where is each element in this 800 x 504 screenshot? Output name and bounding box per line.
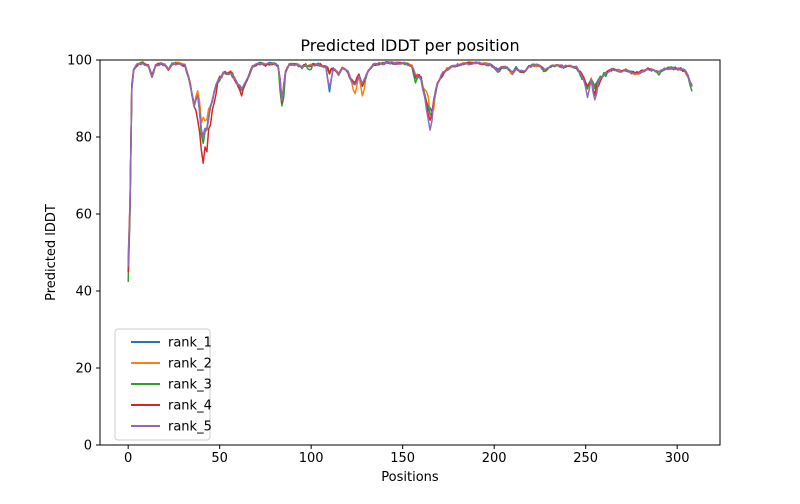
plot-lines [127, 60, 693, 283]
legend: rank_1 rank_2 rank_3 rank_4 rank_5 [114, 328, 212, 441]
legend-label: rank_1 [168, 336, 212, 351]
y-tick-label: 0 [84, 439, 92, 454]
legend-label: rank_2 [168, 357, 212, 372]
y-tick-label: 60 [75, 208, 92, 223]
x-tick-label: 300 [665, 451, 690, 466]
x-tick-label: 150 [390, 451, 415, 466]
x-tick-label: 250 [573, 451, 598, 466]
x-tick-label: 100 [299, 451, 324, 466]
axes-spines [99, 59, 721, 446]
legend-item-rank_4: rank_4 [131, 399, 212, 414]
chart-title: Predicted lDDT per position [300, 36, 519, 55]
y-tick-label: 100 [67, 54, 92, 69]
legend-label: rank_5 [168, 420, 212, 435]
legend-item-rank_3: rank_3 [131, 378, 212, 393]
legend-item-rank_5: rank_5 [131, 420, 212, 435]
series-line-rank_5 [127, 60, 693, 267]
y-axis-label: Predicted lDDT [44, 204, 59, 301]
x-tick-label: 200 [482, 451, 507, 466]
x-axis-label: Positions [381, 470, 439, 485]
x-tick-label: 0 [124, 451, 132, 466]
y-axis-ticks: 0 20 40 60 80 100 [67, 54, 100, 454]
legend-label: rank_3 [168, 378, 212, 393]
legend-label: rank_4 [168, 399, 212, 414]
y-tick-label: 20 [75, 362, 92, 377]
x-axis-ticks: 0 50 100 150 200 250 300 [124, 445, 690, 466]
x-tick-label: 50 [211, 451, 228, 466]
legend-item-rank_1: rank_1 [131, 336, 212, 351]
y-tick-label: 80 [75, 131, 92, 146]
legend-frame [114, 328, 211, 441]
y-tick-label: 40 [75, 285, 92, 300]
legend-item-rank_2: rank_2 [131, 357, 212, 372]
